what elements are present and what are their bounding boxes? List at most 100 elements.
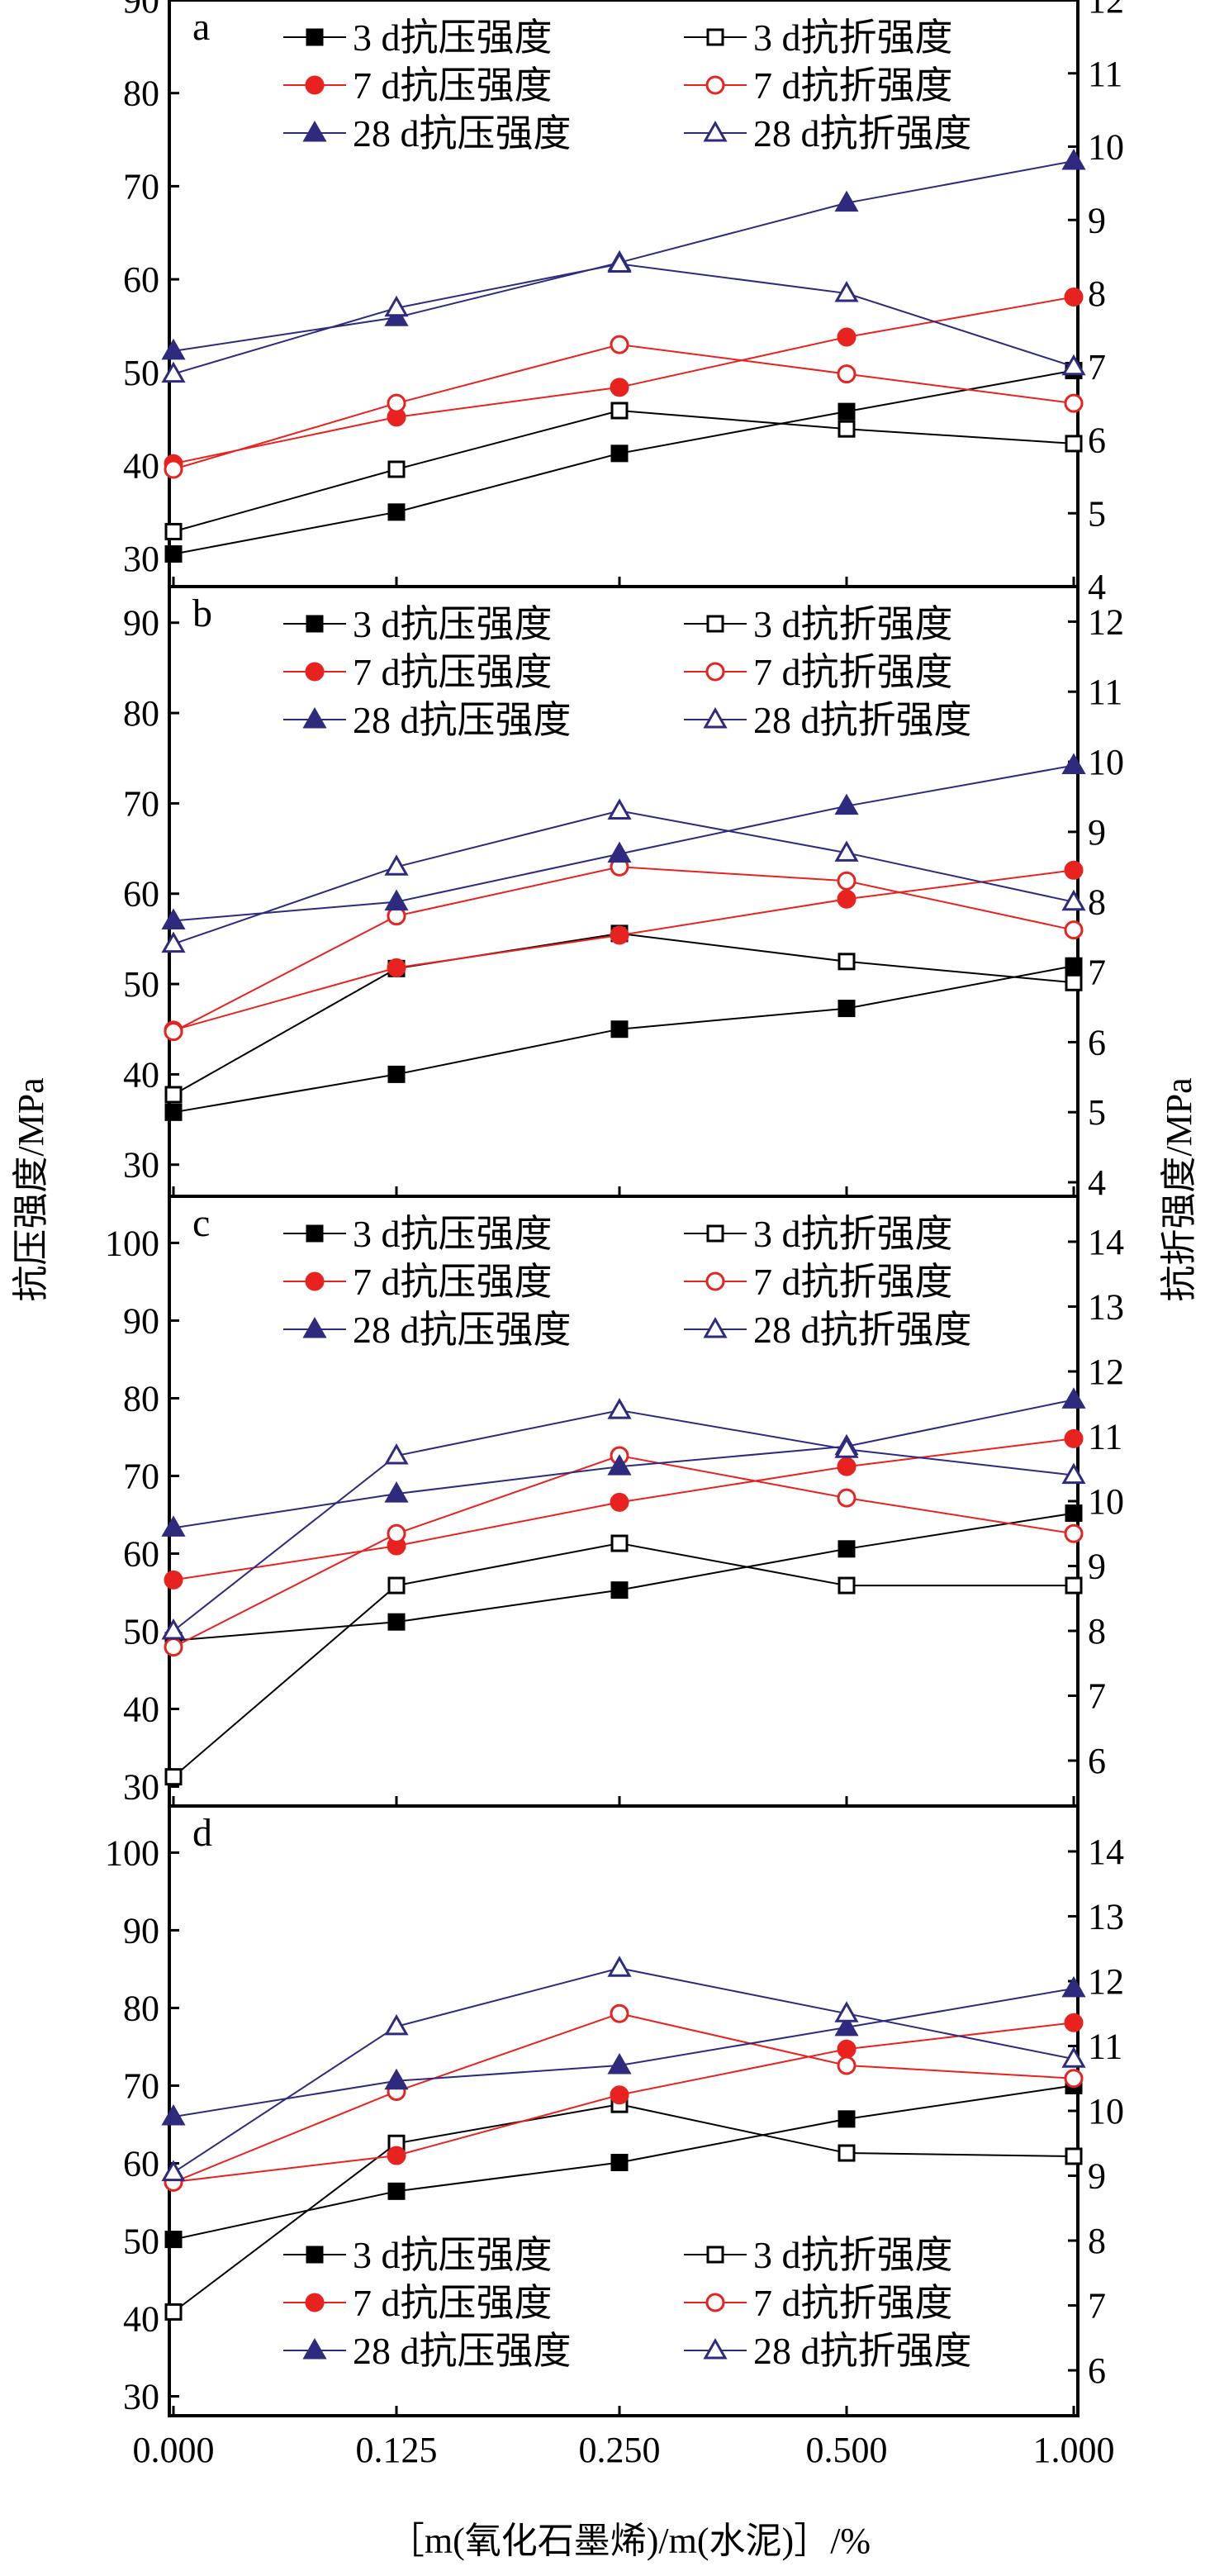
left-tick-label: 70 bbox=[123, 2065, 159, 2106]
panel-letter: a bbox=[192, 5, 210, 49]
left-tick-label: 90 bbox=[123, 1300, 159, 1341]
data-point-f7 bbox=[837, 871, 856, 891]
data-point-f7 bbox=[164, 459, 183, 479]
series-line-c3 bbox=[173, 369, 1075, 555]
data-point-c7 bbox=[837, 1457, 856, 1476]
left-tick-label: 80 bbox=[123, 693, 159, 734]
right-tick-label: 5 bbox=[1088, 493, 1106, 534]
legend-marker bbox=[305, 662, 325, 682]
legend-marker bbox=[705, 2293, 725, 2312]
right-tick-label: 10 bbox=[1088, 742, 1124, 782]
data-point-f28 bbox=[834, 280, 859, 302]
right-tick-label: 7 bbox=[1088, 1676, 1106, 1717]
legend-label: 3 d抗压强度 bbox=[353, 2234, 553, 2276]
legend-label: 3 d抗折强度 bbox=[753, 603, 953, 645]
data-point-c3 bbox=[838, 1540, 856, 1558]
legend-marker bbox=[705, 662, 725, 682]
y-axis-title-left: 抗压强度/MPa bbox=[11, 1077, 51, 1301]
data-point-f3 bbox=[164, 522, 183, 540]
right-tick-label: 4 bbox=[1088, 1162, 1106, 1203]
data-point-c7 bbox=[387, 958, 406, 977]
left-tick-label: 70 bbox=[123, 783, 159, 824]
x-tick-label: 0.500 bbox=[806, 2430, 888, 2470]
data-point-f7 bbox=[610, 335, 629, 354]
data-point-c3 bbox=[838, 2110, 856, 2128]
data-point-c7 bbox=[837, 327, 856, 347]
data-point-c3 bbox=[164, 1103, 183, 1121]
data-point-f3 bbox=[610, 402, 629, 420]
data-point-f28 bbox=[384, 295, 409, 317]
data-point-f3 bbox=[164, 1768, 183, 1786]
data-point-f3 bbox=[1065, 1576, 1083, 1595]
data-point-f28 bbox=[161, 361, 186, 383]
data-point-c28 bbox=[834, 793, 859, 815]
data-point-f28 bbox=[1061, 889, 1086, 911]
panel-d: 30 40 50 60 70 80 90 100 6 7 8 9 10 11 12 13 14 d 3 d抗压强度 3… bbox=[105, 1804, 1124, 2470]
chart-panels: 30 40 50 60 70 80 90 4 5 6 7 8 9 10 11 12 a 3 d抗压强度 3 d抗折强… bbox=[105, 0, 1124, 2470]
legend-label: 28 d抗折强度 bbox=[753, 112, 972, 154]
left-tick-label: 30 bbox=[123, 2376, 159, 2417]
data-point-c3 bbox=[1065, 957, 1083, 975]
right-tick-label: 4 bbox=[1088, 567, 1106, 607]
data-point-c28 bbox=[1061, 148, 1086, 170]
left-tick-label: 50 bbox=[123, 2221, 159, 2261]
data-point-c7 bbox=[610, 925, 629, 945]
right-tick-label: 6 bbox=[1088, 421, 1106, 461]
legend-label: 3 d抗折强度 bbox=[753, 17, 953, 59]
right-tick-label: 6 bbox=[1088, 1022, 1106, 1062]
data-point-f28 bbox=[161, 931, 186, 953]
data-point-c3 bbox=[164, 545, 183, 563]
left-tick-label: 60 bbox=[123, 259, 159, 300]
legend-label: 7 d抗压强度 bbox=[353, 1261, 553, 1303]
legend-label: 3 d抗压强度 bbox=[353, 17, 553, 59]
left-tick-label: 60 bbox=[123, 1533, 159, 1574]
right-tick-label: 9 bbox=[1088, 2156, 1106, 2197]
right-tick-label: 8 bbox=[1088, 273, 1106, 314]
legend-marker bbox=[302, 2337, 327, 2360]
left-tick-label: 30 bbox=[123, 1766, 159, 1807]
legend-label: 7 d抗压强度 bbox=[353, 2282, 553, 2324]
data-point-f3 bbox=[164, 2303, 183, 2321]
series-line-c7 bbox=[173, 869, 1075, 1031]
right-tick-label: 8 bbox=[1088, 882, 1106, 923]
left-tick-label: 70 bbox=[123, 166, 159, 207]
data-point-f28 bbox=[607, 798, 632, 820]
data-point-c7 bbox=[610, 2085, 629, 2105]
data-point-c28 bbox=[834, 2014, 859, 2037]
left-tick-label: 90 bbox=[123, 1910, 159, 1951]
right-tick-label: 9 bbox=[1088, 200, 1106, 240]
left-tick-label: 80 bbox=[123, 1988, 159, 2028]
right-tick-label: 11 bbox=[1088, 1416, 1122, 1457]
data-point-c7 bbox=[1064, 2013, 1084, 2032]
right-tick-label: 7 bbox=[1088, 347, 1106, 387]
right-tick-label: 9 bbox=[1088, 812, 1106, 853]
legend-label: 7 d抗压强度 bbox=[353, 651, 553, 693]
data-point-f3 bbox=[1065, 435, 1083, 453]
data-point-f3 bbox=[387, 1576, 406, 1595]
data-point-f7 bbox=[387, 1523, 406, 1543]
series-line-f28 bbox=[173, 263, 1075, 375]
legend-label: 28 d抗压强度 bbox=[353, 699, 572, 741]
data-point-c7 bbox=[610, 1492, 629, 1512]
right-tick-label: 12 bbox=[1088, 601, 1124, 642]
data-point-f7 bbox=[1064, 1523, 1084, 1543]
data-point-c3 bbox=[838, 1000, 856, 1018]
data-point-f28 bbox=[607, 1398, 632, 1419]
data-point-f28 bbox=[384, 2013, 409, 2036]
panel-c: 30 40 50 60 70 80 90 100 6 7 8 9 10 11 12 13 14 c 3 d抗压强度 3… bbox=[105, 1195, 1124, 1808]
x-tick-label: 0.000 bbox=[133, 2430, 215, 2470]
data-point-f28 bbox=[607, 1956, 632, 1977]
data-point-c3 bbox=[838, 402, 856, 421]
data-point-f3 bbox=[838, 2144, 856, 2162]
data-point-c3 bbox=[387, 2182, 406, 2200]
legend-label: 7 d抗折强度 bbox=[753, 651, 953, 693]
data-point-c7 bbox=[1064, 1428, 1084, 1448]
data-point-c7 bbox=[164, 1570, 183, 1590]
legend-marker bbox=[705, 75, 725, 95]
left-tick-label: 90 bbox=[123, 0, 159, 21]
data-point-f7 bbox=[1064, 2069, 1084, 2089]
data-point-c28 bbox=[384, 1481, 409, 1503]
data-point-f7 bbox=[1064, 920, 1084, 940]
left-tick-label: 80 bbox=[123, 1378, 159, 1419]
right-tick-label: 7 bbox=[1088, 953, 1106, 993]
